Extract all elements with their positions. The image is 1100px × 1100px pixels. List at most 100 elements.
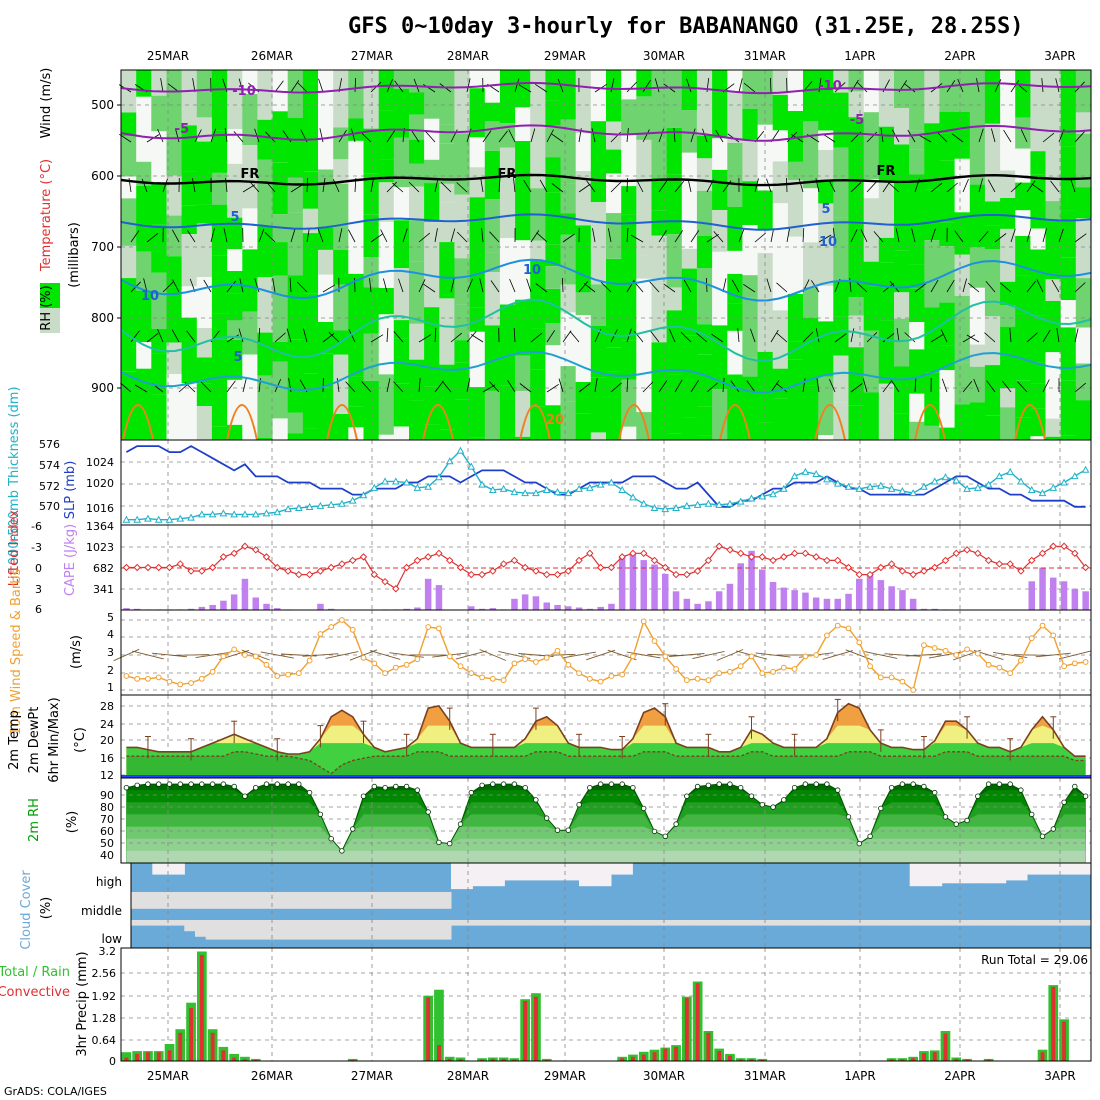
rh-point bbox=[1018, 787, 1024, 793]
cape-bar bbox=[511, 598, 518, 610]
rh-cell bbox=[469, 387, 486, 438]
wind-barb bbox=[1070, 178, 1076, 193]
rh-cell bbox=[772, 95, 789, 131]
precip-conv-bar bbox=[922, 1053, 926, 1061]
contour-label: -5 bbox=[175, 122, 189, 137]
rh-point bbox=[252, 785, 259, 791]
rh-point bbox=[155, 781, 162, 787]
rh-cell bbox=[894, 366, 910, 414]
rh-cell bbox=[499, 334, 516, 386]
rh-cell bbox=[363, 423, 380, 440]
rh-cell bbox=[257, 332, 274, 376]
rh-cell bbox=[560, 234, 577, 285]
precip-total-label: Total / Rain bbox=[0, 965, 70, 980]
rh-cell bbox=[227, 249, 243, 271]
rh-cell bbox=[681, 70, 698, 111]
rh-point bbox=[845, 814, 852, 820]
cloud-gap bbox=[483, 863, 495, 887]
rh-cell bbox=[787, 293, 804, 316]
thickness-point bbox=[607, 478, 616, 486]
rh-cell bbox=[151, 272, 168, 329]
rh-cell bbox=[439, 298, 456, 365]
wind-barb bbox=[649, 281, 660, 293]
thickness-point bbox=[478, 480, 486, 488]
wind-barb bbox=[370, 233, 383, 243]
rh-cell bbox=[818, 70, 834, 131]
wind-barb bbox=[1042, 329, 1051, 343]
rh-cell bbox=[894, 250, 910, 293]
rh-tick-label: 40 bbox=[100, 849, 114, 862]
wind-barb bbox=[658, 180, 668, 193]
rh-cell bbox=[757, 124, 774, 191]
rh-cell bbox=[499, 238, 516, 305]
thickness-point bbox=[542, 485, 551, 493]
contour-warm bbox=[618, 404, 650, 441]
rh-cell bbox=[393, 89, 410, 138]
wind-barb bbox=[1074, 382, 1087, 393]
rh-point bbox=[985, 781, 992, 787]
rh-cell bbox=[378, 110, 395, 160]
wind-barb bbox=[535, 283, 548, 293]
lifted-index-point bbox=[887, 560, 896, 568]
rh-cell bbox=[1015, 210, 1031, 236]
wind-barb bbox=[175, 128, 180, 143]
wind-barb bbox=[1001, 380, 1012, 393]
rh-point bbox=[770, 804, 776, 810]
lifted-index-point bbox=[715, 542, 723, 550]
wind-barb-10m bbox=[132, 650, 164, 660]
rh-cell bbox=[545, 125, 562, 158]
rh-cell bbox=[727, 143, 744, 207]
rh-cell bbox=[454, 305, 471, 341]
cape-bar bbox=[403, 608, 410, 610]
wind-speed-point bbox=[209, 668, 216, 675]
precip-conv-bar bbox=[889, 1059, 894, 1061]
wind-barb bbox=[434, 178, 439, 193]
rh-cell bbox=[984, 415, 1001, 440]
rh-cell bbox=[318, 132, 334, 170]
wind-barb bbox=[823, 133, 836, 143]
slp-tick-label: 1024 bbox=[86, 456, 114, 469]
rh-cell bbox=[1075, 327, 1092, 364]
wind-speed-point bbox=[576, 670, 582, 677]
rh-cell bbox=[727, 303, 744, 331]
date-label-top: 31MAR bbox=[744, 49, 786, 63]
rh-point bbox=[447, 840, 453, 847]
rh-cell bbox=[1075, 218, 1092, 279]
wind-speed-point bbox=[630, 653, 636, 660]
cloud-gap bbox=[781, 920, 793, 926]
wind-barb bbox=[890, 380, 900, 393]
wind-barb bbox=[737, 328, 740, 343]
rh-cell bbox=[1060, 210, 1077, 258]
wind-barb bbox=[319, 128, 324, 143]
wind-barb bbox=[290, 228, 296, 243]
temp-unit-label: (°C) bbox=[73, 727, 88, 753]
rh-cell bbox=[909, 393, 925, 422]
cloud-gap bbox=[344, 920, 356, 940]
rh-cell bbox=[606, 315, 622, 348]
wind-barb bbox=[690, 230, 700, 243]
rh-cell bbox=[984, 123, 1001, 182]
rh-cell bbox=[909, 349, 925, 394]
thickness-point bbox=[381, 477, 389, 485]
wind-barb bbox=[1074, 328, 1079, 343]
rh-cell bbox=[393, 426, 410, 440]
wind-barb bbox=[578, 280, 589, 293]
rh-cell bbox=[378, 182, 395, 222]
rh-cell bbox=[606, 258, 622, 316]
rh-cell bbox=[636, 412, 653, 440]
wind-barb bbox=[978, 128, 984, 143]
rh-point bbox=[791, 785, 798, 791]
cloud-gap bbox=[483, 920, 495, 926]
wind-speed-point bbox=[522, 656, 529, 663]
rh-cell bbox=[954, 158, 971, 213]
rh-point bbox=[1072, 783, 1078, 790]
wind-barb bbox=[530, 128, 536, 143]
contour-label: 5 bbox=[233, 350, 242, 365]
wind-barb bbox=[578, 383, 591, 393]
wind-barb bbox=[558, 378, 564, 393]
rh-point bbox=[1050, 826, 1056, 832]
rh-cell bbox=[863, 286, 880, 331]
lifted-index-point bbox=[607, 563, 616, 572]
thickness-point bbox=[693, 500, 702, 508]
